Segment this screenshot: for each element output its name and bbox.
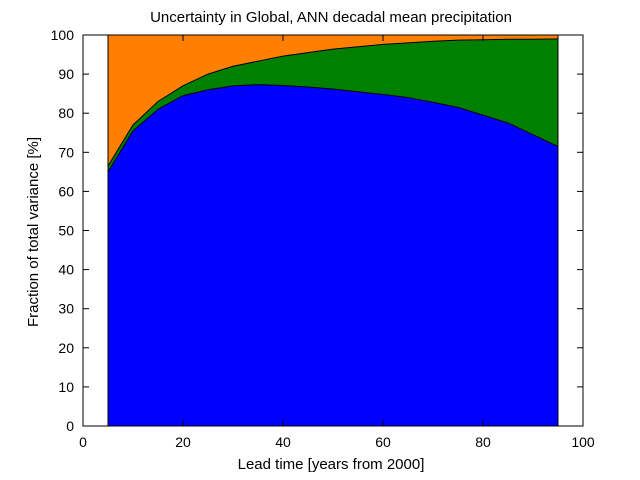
x-tick-label: 60: [375, 434, 391, 450]
x-tick-label: 80: [475, 434, 491, 450]
y-tick-label: 90: [58, 66, 74, 82]
area-series-2: [108, 38, 558, 172]
y-tick-label: 0: [66, 418, 74, 434]
area-boundary-1: [107, 84, 559, 173]
x-tick-label: 40: [275, 434, 291, 450]
y-tick-label: 100: [51, 27, 75, 43]
stacked-areas: [107, 35, 559, 427]
y-tick-label: 30: [58, 301, 74, 317]
y-tick-label: 20: [58, 340, 74, 356]
y-axis-label: Fraction of total variance [%]: [25, 137, 42, 327]
area-outlines: [107, 35, 559, 426]
area-series-3: [108, 35, 558, 166]
axis-ticks: 0 10 20 30 40 50 60 70 80 90 100 0 20 40 60 80 100: [51, 27, 595, 450]
x-tick-label: 20: [175, 434, 191, 450]
y-tick-label: 40: [58, 262, 74, 278]
y-tick-label: 50: [58, 223, 74, 239]
y-tick-label: 70: [58, 144, 74, 160]
y-tick-label: 60: [58, 183, 74, 199]
x-tick-label: 100: [571, 434, 595, 450]
y-tick-label: 10: [58, 379, 74, 395]
chart-title: Uncertainty in Global, ANN decadal mean …: [150, 9, 512, 26]
area-series-1: [108, 84, 558, 427]
x-axis-label: Lead time [years from 2000]: [238, 456, 425, 473]
plot-frame: [82, 34, 584, 427]
y-tick-label: 80: [58, 105, 74, 121]
x-tick-label: 0: [79, 434, 87, 450]
